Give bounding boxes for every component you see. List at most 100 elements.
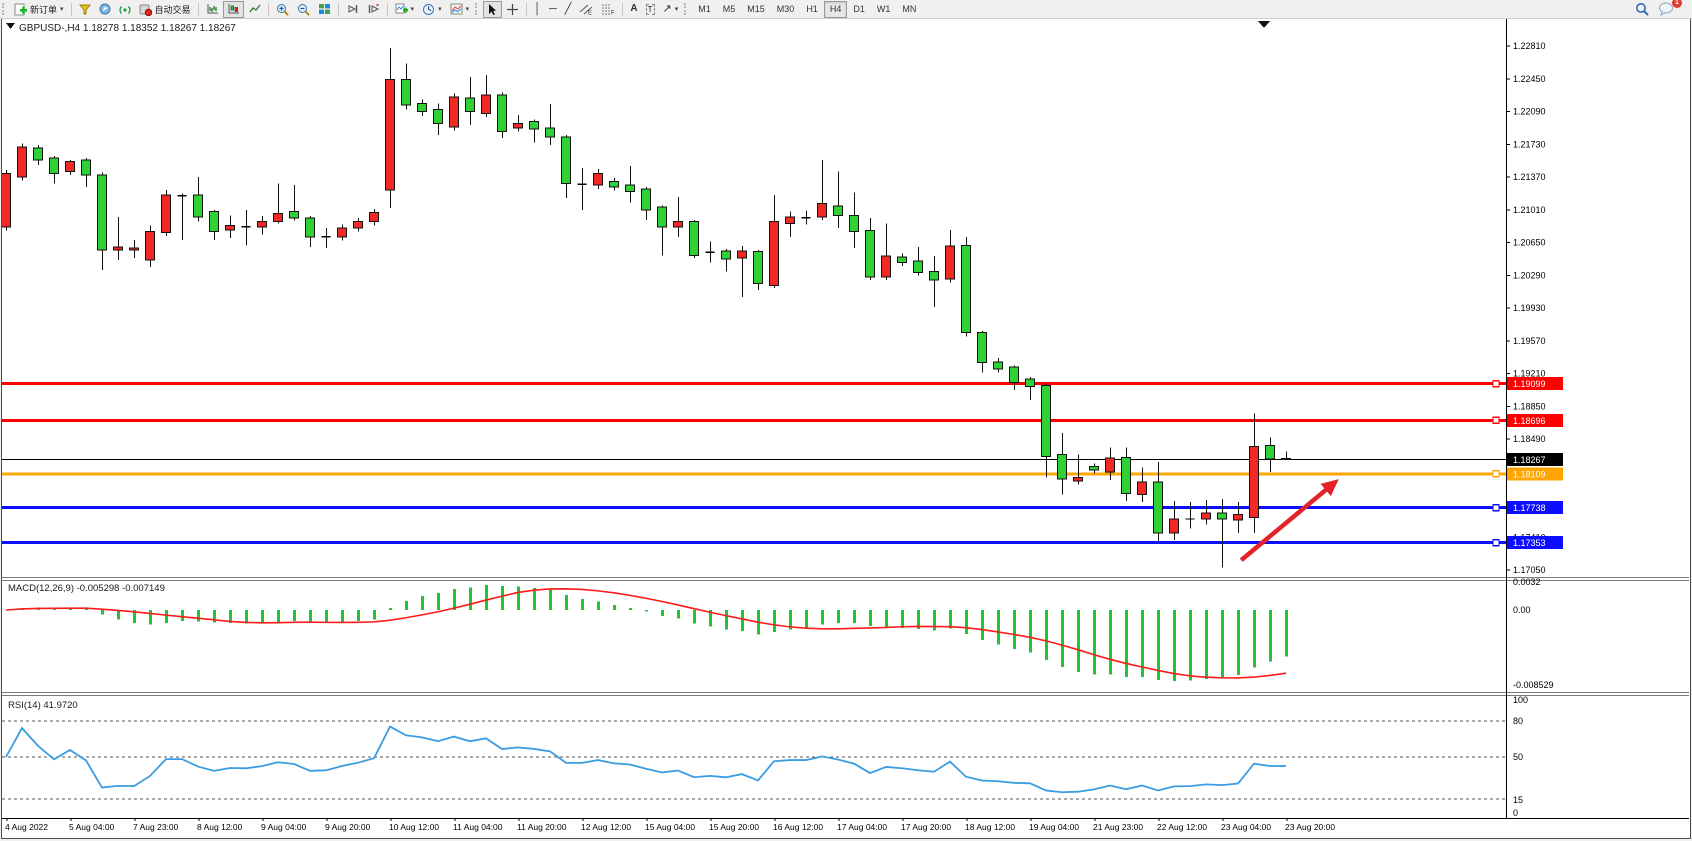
arrows-icon: ↗ [662,2,672,15]
toolbar-separator [267,2,269,16]
candle [705,241,715,263]
candle [257,216,267,235]
chart-shift-marker[interactable] [1258,21,1270,28]
candle [1057,432,1067,495]
chevron-down-icon: ▾ [438,5,442,13]
price-line-label: 1.18696 [1507,413,1563,427]
toolbar-separator [337,2,339,16]
toolbar-grip[interactable] [684,3,690,15]
cursor-tool-button[interactable] [483,0,503,18]
timeframe-h4[interactable]: H4 [823,0,848,18]
toolbar-grip[interactable] [2,3,8,15]
line-chart-icon [248,3,261,15]
price-line-label: 1.18109 [1507,467,1563,481]
tile-windows-button[interactable] [314,1,335,18]
arrows-tool-button[interactable]: ↗ ▾ [659,1,683,18]
candlestick-chart-button[interactable] [222,0,244,18]
signals-button[interactable] [115,1,135,18]
line-chart-button[interactable] [244,1,265,18]
new-order-button[interactable]: 新订单 ▾ [10,1,68,18]
horizontal-line-1.18696[interactable] [2,416,1506,425]
timeframe-mn[interactable]: MN [902,4,917,14]
bar-chart-button[interactable] [202,1,223,18]
symbol-dropdown-icon[interactable] [6,23,15,29]
zoom-out-button[interactable] [293,1,314,18]
chart-title: GBPUSD-,H4 1.18278 1.18352 1.18267 1.182… [19,23,236,34]
autotrading-button[interactable]: 自动交易 [135,1,195,18]
time-tick-label: 23 Aug 20:00 [1285,822,1335,832]
time-tick-label: 23 Aug 04:00 [1221,822,1271,832]
candle [33,145,43,166]
candle [481,75,491,117]
timeframe-m5[interactable]: M5 [722,4,736,14]
candle [49,156,59,184]
template-icon [450,3,463,15]
fibonacci-icon: F [601,3,615,15]
price-tick-label: 1.19210 [1513,369,1546,379]
rsi-panel[interactable]: 100 80 50 15 0 [2,695,1528,818]
timeframe-h1[interactable]: H1 [806,4,818,14]
chart-shift-button[interactable] [363,1,384,18]
toolbar-grip[interactable] [475,3,481,15]
timeframe-m1[interactable]: M1 [698,4,711,14]
search-button[interactable] [1631,1,1654,18]
templates-button[interactable]: ▾ [446,1,474,18]
candle [673,197,683,238]
chat-button[interactable]: 1 [1654,0,1682,18]
price-tick-label: 1.21370 [1513,172,1546,182]
trend-arrow[interactable] [1239,479,1339,562]
candle [769,195,779,289]
toolbar-separator [526,2,528,16]
timeframe-toolbar: M1 M5 M15 M30 H1 H4 D1 W1 MN [692,0,922,18]
candle [801,210,811,225]
equidistant-channel-tool-button[interactable]: E [575,1,597,18]
crosshair-tool-button[interactable] [502,1,523,18]
fibonacci-tool-button[interactable]: F [597,1,619,18]
indicators-button[interactable]: ▾ [391,1,419,18]
candle [593,168,603,189]
publish-button[interactable] [95,1,115,18]
candle [497,92,507,138]
horizontal-line-1.19099[interactable] [2,380,1506,388]
horizontal-line-tool-button[interactable]: ─ [545,1,561,18]
candle [1073,454,1083,485]
timeframe-d1[interactable]: D1 [853,4,865,14]
timeframe-m15[interactable]: M15 [747,4,765,14]
time-tick-label: 22 Aug 12:00 [1157,822,1207,832]
signal-icon [119,3,131,15]
svg-text:1.18696: 1.18696 [1513,416,1546,426]
bar-chart-icon [206,3,219,15]
candle [321,228,331,249]
zoom-in-button[interactable] [272,1,293,18]
candle [1121,447,1131,501]
candle [865,217,875,280]
candle [945,229,955,283]
candlestick-chart-icon [227,3,240,15]
vertical-line-tool-button[interactable]: │ [530,1,545,18]
vertical-line-icon: │ [534,2,541,15]
timeframe-m30[interactable]: M30 [776,4,795,14]
charts-profile-button[interactable] [75,1,95,18]
horizontal-line-1.17353[interactable] [2,538,1506,547]
rsi-label: RSI(14) 41.9720 [8,700,78,711]
text-label-tool-button[interactable]: T [642,1,659,18]
rsi-axis-label: 80 [1513,716,1523,726]
text-tool-button[interactable]: A [626,1,641,18]
auto-scroll-button[interactable] [342,1,363,18]
macd-panel[interactable]: 0.0032 0.00 -0.008529 [5,577,1554,690]
time-tick-label: 5 Aug 04:00 [69,822,115,832]
candle [737,246,747,298]
price-tick-label: 1.19930 [1513,303,1546,313]
price-line-label: 1.17738 [1507,501,1563,515]
macd-axis-label: -0.008529 [1513,680,1554,690]
trendline-icon: ╱ [564,2,572,15]
timeframe-w1[interactable]: W1 [876,4,891,14]
candle [161,189,171,237]
periods-button[interactable]: ▾ [418,1,446,18]
time-axis[interactable]: 4 Aug 2022 5 Aug 04:00 7 Aug 23:00 8 Aug 12… [5,818,1335,832]
rsi-axis-label: 15 [1513,795,1523,805]
time-tick-label: 9 Aug 04:00 [261,822,307,832]
auto-scroll-icon [346,3,359,15]
trendline-tool-button[interactable]: ╱ [561,1,576,18]
